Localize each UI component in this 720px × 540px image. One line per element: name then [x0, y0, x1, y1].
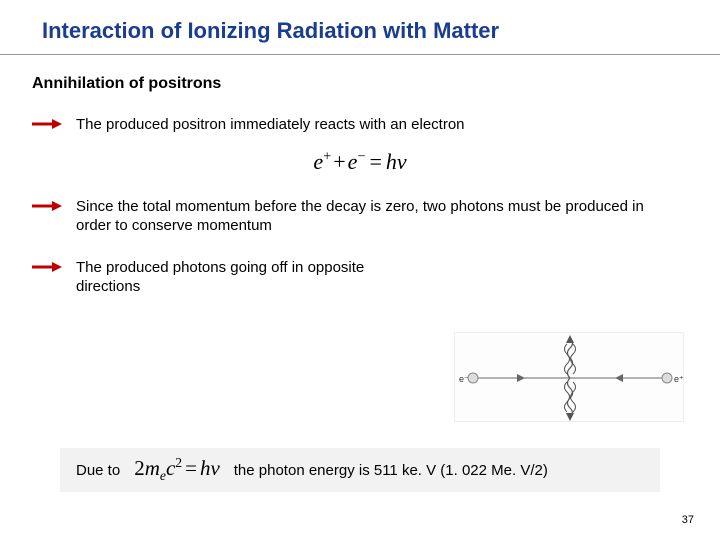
eq2-h: h — [200, 456, 211, 480]
eq1-sup-plus: + — [323, 149, 331, 165]
bullet-text-3: The produced photons going off in opposi… — [76, 258, 420, 297]
bullet-text-1: The produced positron immediately reacts… — [76, 115, 680, 135]
equation-1: e++e−=hν — [0, 135, 720, 175]
eq1-e1: e — [313, 149, 323, 174]
conclusion-text: the photon energy is 511 ke. V (1. 022 M… — [234, 462, 548, 479]
slide-title: Interaction of Ionizing Radiation with M… — [0, 0, 720, 54]
conclusion-box: Due to 2mec2=hν the photon energy is 511… — [60, 448, 660, 492]
arrow-icon — [32, 200, 62, 212]
eq2-nu: ν — [210, 456, 219, 480]
bullet-row-1: The produced positron immediately reacts… — [0, 93, 720, 135]
eq1-e2: e — [348, 149, 358, 174]
eq2-2: 2 — [134, 456, 145, 480]
section-subtitle: Annihilation of positrons — [0, 55, 720, 93]
diagram-label-left: e⁻ — [459, 374, 469, 384]
eq1-equals: = — [365, 149, 385, 174]
diagram-label-right: e⁺ — [674, 374, 684, 384]
bullet-row-2: Since the total momentum before the deca… — [0, 175, 720, 236]
due-to-text: Due to — [76, 462, 120, 479]
bullet-text-2: Since the total momentum before the deca… — [76, 197, 680, 236]
page-number: 37 — [682, 514, 694, 526]
arrow-icon — [32, 118, 62, 130]
eq1-nu: ν — [397, 149, 407, 174]
eq2-c: c — [166, 456, 175, 480]
equation-2: 2mec2=hν — [134, 455, 220, 484]
arrow-icon — [32, 261, 62, 273]
eq2-equals: = — [182, 456, 200, 480]
eq1-plus: + — [331, 149, 347, 174]
eq1-h: h — [386, 149, 397, 174]
bullet-row-3: The produced photons going off in opposi… — [0, 236, 720, 297]
annihilation-diagram: e⁻ e⁺ — [454, 332, 684, 422]
eq2-m: m — [145, 456, 160, 480]
